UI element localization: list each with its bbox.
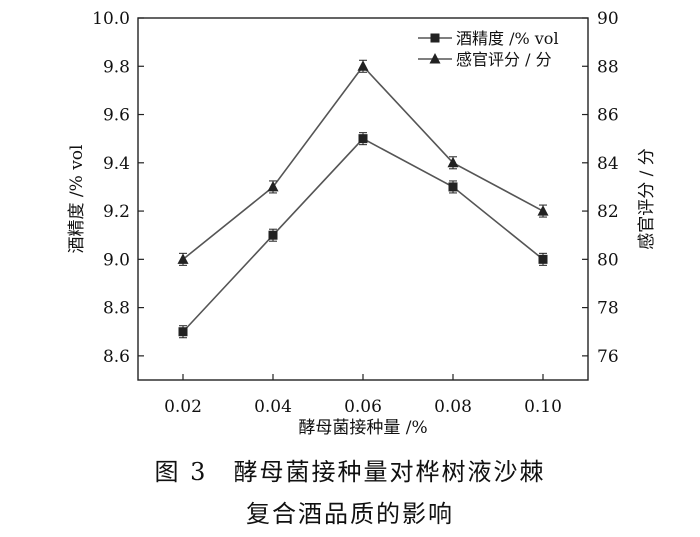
right-y-tick-label: 88 [597,57,619,77]
series-line [182,65,544,260]
data-point-square [448,182,458,192]
right-y-axis-title: 感官评分 / 分 [637,148,657,250]
data-point-square [178,327,188,337]
right-y-tick-label: 80 [597,250,619,270]
x-tick-label: 0.08 [434,397,472,417]
chart-container: 8.6 8.8 9.0 9.2 9.4 9.6 9.8 10.0 76 78 80 82 84 86 88 9… [67,9,657,438]
left-y-tick-label: 8.8 [103,299,130,319]
data-point-triangle [357,60,369,71]
right-y-tick-label: 84 [597,154,619,174]
x-tick-label: 0.10 [524,397,562,417]
left-y-tick-label: 8.6 [103,347,130,367]
data-point-square [358,134,368,144]
legend-label: 感官评分 / 分 [456,50,552,69]
right-y-tick-label: 76 [597,347,619,367]
right-y-tick-label: 78 [597,299,619,319]
data-point-triangle [177,253,189,264]
x-tick-label: 0.02 [164,397,202,417]
data-point-square [538,254,548,264]
left-y-axis-title: 酒精度 /% vol [67,145,87,254]
data-point-square [268,230,278,240]
left-y-tick-label: 9.4 [103,154,130,174]
legend-marker-square [430,33,440,43]
right-y-tick-label: 86 [597,106,619,126]
x-axis-title: 酵母菌接种量 /% [298,418,427,438]
figure-caption-line-1: 图 3 酵母菌接种量对桦树液沙棘 [154,458,546,486]
x-tick-label: 0.04 [254,397,292,417]
left-y-tick-label: 10.0 [92,9,130,29]
legend-marker-triangle [429,53,441,64]
left-y-tick-label: 9.8 [103,57,130,77]
legend-label: 酒精度 /% vol [456,29,559,48]
data-point-triangle [267,180,279,192]
right-y-tick-label: 90 [597,9,619,29]
line-chart: 8.6 8.8 9.0 9.2 9.4 9.6 9.8 10.0 76 78 80 82 84 86 88 9… [67,9,657,438]
x-tick-label: 0.06 [344,397,382,417]
data-point-triangle [537,205,549,216]
figure-caption-line-2: 复合酒品质的影响 [246,500,454,528]
left-y-tick-label: 9.2 [103,202,130,222]
right-y-tick-label: 82 [597,202,619,222]
data-point-triangle [447,156,459,168]
series-line [182,137,544,333]
left-y-tick-label: 9.6 [103,106,130,126]
left-y-tick-label: 9.0 [103,250,130,270]
